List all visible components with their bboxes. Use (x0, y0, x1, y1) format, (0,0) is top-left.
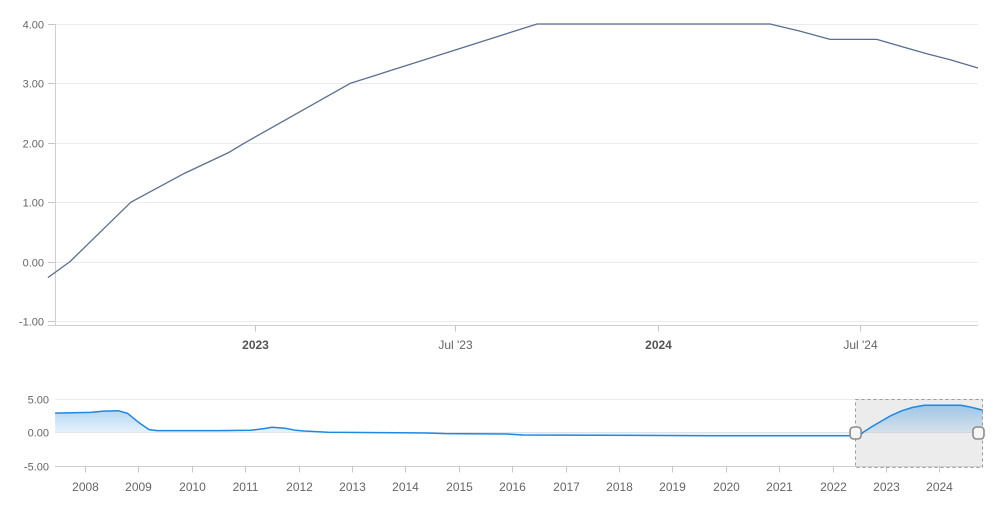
nav-y-axis-label: -5.00 (24, 462, 49, 474)
navigator-chart: 5.00 0.00 -5.00 2008 2009 2010 2011 2012 2013 201… (24, 395, 985, 494)
main-series-line (47, 23, 979, 279)
navigator-handle-right[interactable] (972, 426, 985, 440)
nav-x-axis-label: 2011 (233, 480, 259, 494)
main-chart: 4.00 3.00 2.00 1.00 0.00 -1.00 2023 Jul '23 2024… (19, 20, 979, 352)
nav-x-axis-label: 2013 (339, 480, 366, 494)
navigator-handle-left[interactable] (849, 426, 862, 440)
navigator-series-line (55, 404, 983, 437)
main-x-axis-label: 2024 (645, 338, 672, 352)
nav-x-axis-label: 2017 (553, 480, 580, 494)
nav-x-axis-label: 2014 (392, 480, 419, 494)
nav-x-axis-label: 2020 (713, 480, 740, 494)
nav-x-axis-label: 2008 (72, 480, 99, 494)
nav-x-axis-label: 2016 (499, 480, 526, 494)
nav-x-axis-label: 2021 (766, 480, 793, 494)
nav-x-axis-label: 2012 (286, 480, 313, 494)
main-y-axis-label: 1.00 (23, 198, 44, 210)
nav-x-axis-label: 2018 (606, 480, 633, 494)
nav-x-axis-label: 2015 (446, 480, 473, 494)
nav-x-axis-label: 2022 (820, 480, 847, 494)
main-x-axis-label: 2023 (242, 338, 269, 352)
nav-x-axis-label: 2010 (179, 480, 206, 494)
main-y-axis-label: 2.00 (23, 139, 44, 151)
nav-y-axis-label: 5.00 (28, 395, 49, 407)
main-x-axis-label: Jul '23 (438, 338, 473, 352)
main-y-axis-label: 3.00 (23, 79, 44, 91)
nav-x-axis-label: 2009 (125, 480, 152, 494)
main-y-axis-label: 4.00 (23, 20, 44, 32)
main-y-axis-label: -1.00 (19, 317, 44, 329)
nav-x-axis-label: 2023 (873, 480, 900, 494)
main-y-axis-label: 0.00 (23, 258, 44, 270)
nav-x-axis-label: 2024 (926, 480, 953, 494)
main-x-axis-label: Jul '24 (843, 338, 878, 352)
nav-y-axis-label: 0.00 (28, 428, 49, 440)
nav-x-axis-label: 2019 (659, 480, 686, 494)
